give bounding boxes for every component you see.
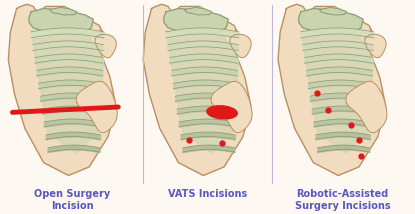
Polygon shape	[164, 9, 228, 34]
Polygon shape	[76, 81, 117, 133]
Polygon shape	[211, 81, 252, 133]
Polygon shape	[230, 34, 251, 58]
Polygon shape	[301, 30, 374, 153]
Polygon shape	[185, 7, 212, 15]
Polygon shape	[346, 81, 387, 133]
Polygon shape	[29, 9, 93, 34]
Text: VATS Incisions: VATS Incisions	[168, 189, 247, 199]
Polygon shape	[31, 30, 104, 153]
Ellipse shape	[207, 106, 237, 119]
Polygon shape	[95, 34, 116, 58]
Text: Open Surgery
Incision: Open Surgery Incision	[34, 189, 111, 211]
Polygon shape	[365, 34, 386, 58]
Polygon shape	[8, 4, 116, 175]
Polygon shape	[143, 4, 251, 175]
Polygon shape	[50, 7, 77, 15]
Text: Robotic-Assisted
Surgery Incisions: Robotic-Assisted Surgery Incisions	[295, 189, 390, 211]
Polygon shape	[278, 4, 386, 175]
Polygon shape	[166, 30, 239, 153]
Polygon shape	[299, 9, 363, 34]
Polygon shape	[320, 7, 347, 15]
